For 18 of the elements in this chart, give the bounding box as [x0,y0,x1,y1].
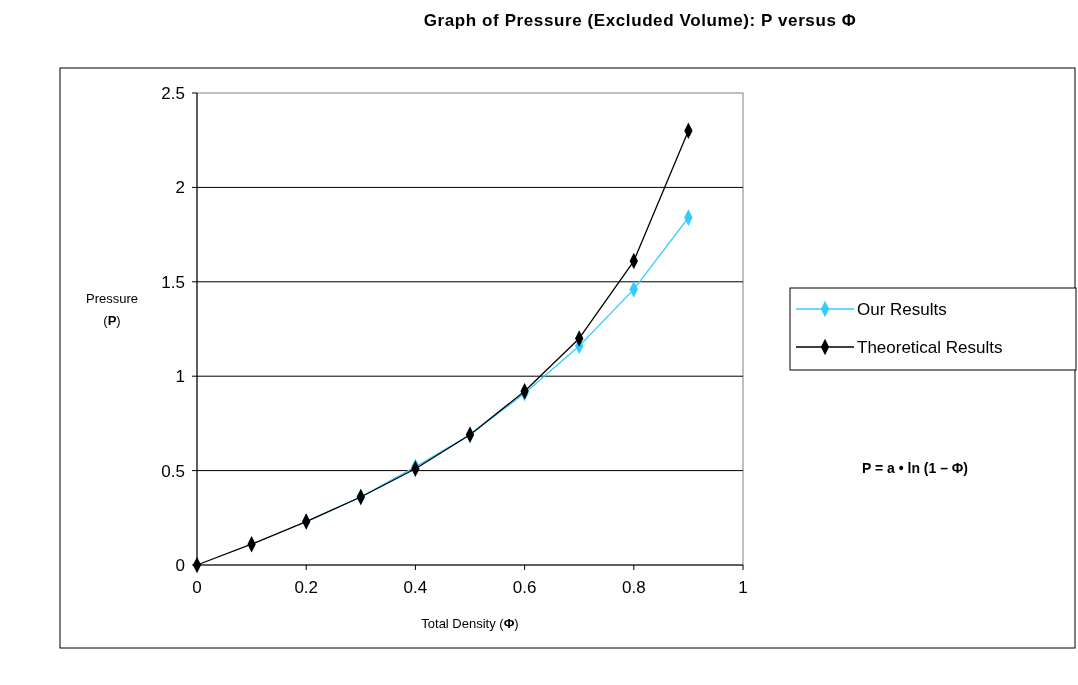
x-axis-title: Total Density (Φ) [421,616,519,631]
y-axis-title: Pressure (P) [85,291,139,328]
y-tick-label: 1.5 [161,272,185,292]
y-tick-label: 1 [175,367,185,387]
x-tick-label: 1 [738,578,748,597]
x-tick-label: 0.6 [512,578,537,597]
x-tick-label: 0 [192,578,202,597]
y-tick-label: 0.5 [161,461,185,481]
y-tick-label: 2.5 [161,83,185,103]
y-tick-label: 2 [175,178,185,198]
chart-title: Graph of Pressure (Excluded Volume): P versus Φ [423,11,857,30]
y-tick-label: 0 [175,555,185,575]
legend-label: Theoretical Results [857,337,1003,357]
legend-label: Our Results [857,299,947,319]
x-tick-label: 0.2 [294,578,319,597]
x-tick-label: 0.4 [403,578,428,597]
text: P = a • ln (1 – Φ) [861,460,969,476]
x-tick-label: 0.8 [621,578,646,597]
